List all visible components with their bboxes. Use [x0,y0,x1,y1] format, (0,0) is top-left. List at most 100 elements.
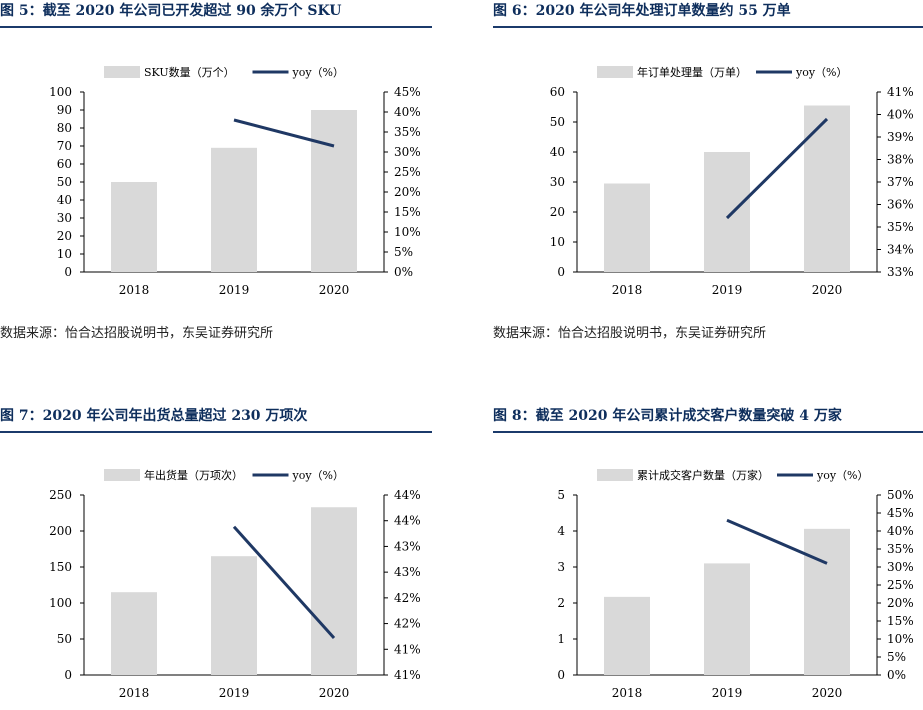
left-axis-tick-label: 80 [57,121,72,135]
bar-2019 [704,563,750,675]
bar-2018 [111,182,157,272]
figure-7-chart: 年出货量（万项次） yoy（%） 0 50 100 150 200 250 41% 41% 42% 4… [49,468,421,700]
right-axis-tick-label: 0% [887,668,906,682]
left-axis-tick-label: 5 [557,488,565,502]
left-axis-tick-label: 100 [49,596,72,610]
x-axis-tick-label: 2018 [119,283,150,297]
left-axis-tick-label: 70 [57,139,72,153]
right-axis-tick-label: 33% [887,265,914,279]
x-axis-tick-label: 2019 [712,283,743,297]
left-axis-tick-label: 50 [57,175,72,189]
right-axis-tick-label: 10% [887,632,914,646]
figure-8-title: 图 8：截至 2020 年公司累计成交客户数量突破 4 万家 [493,408,842,424]
right-axis-tick-label: 15% [887,614,914,628]
left-axis-tick-label: 50 [57,632,72,646]
left-axis-tick-label: 20 [57,229,72,243]
legend-bar-label: 年出货量（万项次） [144,468,243,482]
right-axis-tick-label: 35% [394,125,421,139]
x-axis-tick-label: 2020 [319,686,350,700]
right-axis-tick-label: 41% [887,85,914,99]
figure-8-chart: 累计成交客户数量（万家） yoy（%）0123450%5%10%15%20%25%… [557,468,914,700]
left-axis-tick-label: 10 [57,247,72,261]
right-axis-tick-label: 42% [394,617,421,631]
legend-bar-swatch [597,66,633,78]
left-axis-tick-label: 4 [557,524,565,538]
figure-7-rule [0,431,432,433]
figure-5-source: 数据来源：怡合达招股说明书，东吴证券研究所 [0,326,274,341]
legend-line-label: yoy（%） [816,469,869,482]
right-axis-tick-label: 34% [887,243,914,257]
right-axis-tick-label: 10% [394,225,421,239]
x-axis-tick-label: 2019 [219,283,250,297]
right-axis-tick-label: 50% [887,488,914,502]
left-axis-tick-label: 40 [57,193,72,207]
figure-6-source: 数据来源：怡合达招股说明书，东吴证券研究所 [493,326,767,341]
x-axis-tick-label: 2019 [712,686,743,700]
legend-bar-swatch [104,66,140,78]
figure-8-rule [493,431,923,433]
right-axis-tick-label: 0% [394,265,413,279]
bar-2020 [804,105,850,272]
left-axis-tick-label: 150 [49,560,72,574]
figure-5-rule [0,26,432,28]
right-axis-tick-label: 25% [394,165,421,179]
left-axis-tick-label: 250 [49,488,72,502]
legend-bar-swatch [104,469,140,481]
left-axis-tick-label: 90 [57,103,72,117]
left-axis-tick-label: 60 [57,157,72,171]
bar-2019 [704,152,750,272]
left-axis-tick-label: 10 [550,235,565,249]
right-axis-tick-label: 45% [394,85,421,99]
right-axis-tick-label: 44% [394,488,421,502]
left-axis-tick-label: 50 [550,115,565,129]
left-axis-tick-label: 20 [550,205,565,219]
right-axis-tick-label: 25% [887,578,914,592]
left-axis-tick-label: 2 [557,596,565,610]
legend-line-label: yoy（%） [795,66,848,79]
bar-2019 [211,147,257,272]
legend-bar-swatch [597,469,633,481]
bar-2018 [111,592,157,675]
x-axis-tick-label: 2020 [319,283,350,297]
right-axis-tick-label: 38% [887,153,914,167]
right-axis-tick-label: 41% [394,668,421,682]
right-axis-tick-label: 5% [887,650,906,664]
right-axis-tick-label: 30% [394,145,421,159]
right-axis-tick-label: 43% [394,539,421,553]
left-axis-tick-label: 3 [557,560,565,574]
right-axis-tick-label: 15% [394,205,421,219]
x-axis-tick-label: 2018 [119,686,150,700]
figure-5-title: 图 5：截至 2020 年公司已开发超过 90 余万个 SKU [0,3,342,19]
yoy-line [233,118,335,148]
right-axis-tick-label: 5% [394,245,413,259]
legend-bar-label: 年订单处理量（万单） [637,65,747,79]
right-axis-tick-label: 20% [887,596,914,610]
left-axis-tick-label: 0 [557,668,565,682]
x-axis-tick-label: 2019 [219,686,250,700]
left-axis-tick-label: 30 [57,211,72,225]
right-axis-tick-label: 35% [887,542,914,556]
figure-6-title: 图 6：2020 年公司年处理订单数量约 55 万单 [493,3,791,19]
figure-7-title: 图 7：2020 年公司年出货总量超过 230 万项次 [0,408,308,424]
x-axis-tick-label: 2018 [612,283,643,297]
bar-2020 [311,507,357,675]
right-axis-tick-label: 40% [887,524,914,538]
left-axis-tick-label: 30 [550,175,565,189]
figure-6-rule [493,26,923,28]
right-axis-tick-label: 40% [887,108,914,122]
bar-2018 [604,596,650,675]
right-axis-tick-label: 40% [394,105,421,119]
legend-line-label: yoy（%） [292,469,345,482]
bar-2020 [311,110,357,272]
left-axis-tick-label: 60 [550,85,565,99]
figure-5-chart: SKU数量（万个） yoy（%） 0 10 20 30 40 50 60 70 80 90 100 0% 5… [49,66,421,297]
left-axis-tick-label: 200 [49,524,72,538]
right-axis-tick-label: 37% [887,175,914,189]
bar-2020 [804,528,850,675]
right-axis-tick-label: 45% [887,506,914,520]
right-axis-tick-label: 44% [394,514,421,528]
left-axis-tick-label: 0 [64,265,72,279]
left-axis-tick-label: 0 [64,668,72,682]
legend-line-label: yoy（%） [292,66,345,79]
legend-bar-label: 累计成交客户数量（万家） [637,468,769,482]
